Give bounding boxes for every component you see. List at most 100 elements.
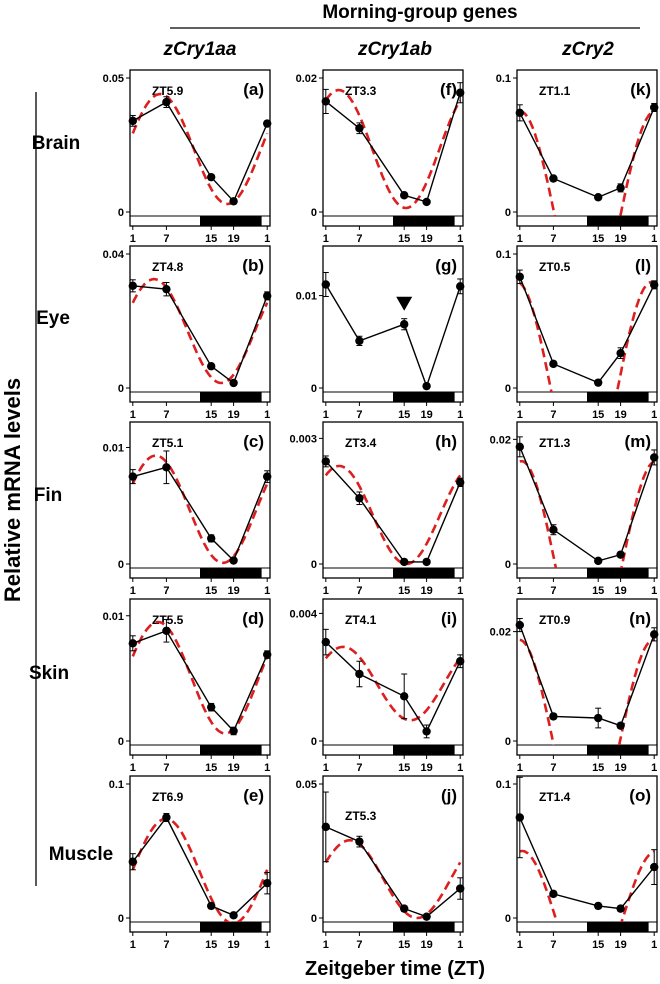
data-point	[263, 119, 272, 128]
data-point	[549, 889, 558, 899]
data-line	[132, 816, 268, 917]
y-tick-label: 0	[311, 913, 317, 925]
data-point	[207, 362, 216, 371]
x-tick-label: 19	[614, 939, 626, 951]
x-tick-label: 1	[130, 939, 136, 951]
cosinor-fit-curve	[131, 454, 269, 565]
dark-phase-bar	[393, 568, 455, 578]
panel-letter: (e)	[243, 786, 264, 805]
peak-time-label: ZT5.1	[152, 436, 184, 450]
cosinor-fit-curve	[131, 92, 269, 206]
x-tick-label: 15	[592, 233, 604, 245]
x-tick-label: 1	[130, 409, 136, 421]
data-point	[422, 557, 431, 567]
data-point	[162, 97, 171, 107]
panel-letter: (c)	[243, 432, 264, 451]
data-point	[400, 191, 409, 200]
data-point	[594, 193, 603, 202]
x-tick-label: 1	[517, 409, 523, 421]
x-tick-label: 1	[457, 939, 463, 951]
x-tick-label: 7	[356, 409, 362, 421]
y-tick-label: 0.003	[289, 433, 317, 445]
x-tick-label: 19	[227, 939, 239, 951]
panel-c: 1 7 15 19 1 0 0.01 (c) ZT5.1	[103, 421, 272, 597]
column-title-zcry1ab: zCry1ab	[357, 39, 432, 60]
x-tick-label: 7	[356, 762, 362, 774]
panel-i: 1 7 15 19 1 0 0.004 (i) ZT4.1	[289, 598, 465, 774]
y-tick-label: 0.01	[103, 611, 124, 623]
cosinor-fit-curve	[324, 645, 462, 722]
data-point	[400, 320, 409, 329]
data-point	[128, 857, 137, 866]
data-point	[263, 878, 272, 888]
cosinor-fit-curve	[324, 88, 462, 210]
cosinor-fit-curve	[519, 849, 655, 922]
x-tick-label: 1	[130, 585, 136, 597]
data-point	[549, 174, 558, 183]
x-tick-label: 15	[205, 762, 217, 774]
x-tick-label: 1	[457, 585, 463, 597]
x-tick-label: 1	[517, 585, 523, 597]
data-point	[422, 727, 431, 736]
data-point	[616, 721, 625, 730]
panel-letter: (i)	[441, 609, 457, 628]
panel-letter: (g)	[435, 256, 457, 275]
data-point	[263, 472, 272, 481]
panel-o: 1 7 15 19 1 0 0.1 (o) ZT1.4	[496, 775, 659, 951]
row-label-fin: Fin	[34, 485, 63, 506]
x-tick-label: 19	[227, 762, 239, 774]
x-tick-label: 15	[205, 939, 217, 951]
data-point	[422, 381, 431, 391]
data-point	[594, 378, 603, 387]
y-tick-label: 0	[311, 736, 317, 748]
data-line	[325, 460, 461, 563]
dark-phase-bar	[587, 922, 649, 932]
data-point	[229, 378, 238, 388]
data-point	[207, 172, 216, 182]
data-point	[207, 901, 216, 911]
data-point	[594, 901, 603, 911]
peak-time-label: ZT1.4	[539, 790, 571, 804]
x-tick-label: 1	[651, 409, 657, 421]
x-tick-label: 15	[205, 585, 217, 597]
figure-header: Morning-group genes	[322, 2, 517, 23]
x-tick-label: 19	[614, 762, 626, 774]
x-tick-label: 7	[356, 939, 362, 951]
cosinor-fit-curve	[324, 464, 462, 566]
x-tick-label: 7	[163, 585, 169, 597]
data-point	[650, 280, 659, 290]
x-tick-label: 1	[457, 409, 463, 421]
y-tick-label: 0.004	[289, 608, 317, 620]
dark-phase-bar	[393, 922, 455, 932]
panel-m: 1 7 15 19 1 0 0.02 (m) ZT1.3	[490, 421, 659, 597]
column-title-zcry1aa: zCry1aa	[163, 39, 237, 60]
data-point	[229, 911, 238, 920]
peak-time-label: ZT5.3	[345, 809, 377, 823]
data-point	[456, 88, 465, 97]
data-point	[355, 669, 364, 679]
data-point	[650, 630, 659, 639]
data-point	[650, 862, 659, 872]
panel-letter: (h)	[435, 432, 457, 451]
data-point	[229, 197, 238, 206]
peak-time-label: ZT3.4	[345, 436, 377, 450]
y-tick-label: 0	[118, 559, 124, 571]
dark-phase-bar	[393, 392, 455, 402]
panel-k: 1 7 15 19 1 0 0.1 (k) ZT1.1	[496, 69, 659, 245]
x-tick-label: 1	[130, 762, 136, 774]
cosinor-fit-curve	[519, 459, 655, 568]
data-point	[207, 534, 216, 543]
panel-letter: (m)	[625, 432, 651, 451]
x-tick-label: 1	[264, 762, 270, 774]
x-tick-label: 1	[651, 762, 657, 774]
x-tick-label: 7	[550, 409, 556, 421]
y-tick-label: 0.1	[496, 779, 511, 791]
y-tick-label: 0	[505, 736, 511, 748]
peak-time-label: ZT4.8	[152, 260, 184, 274]
x-tick-label: 15	[398, 762, 410, 774]
data-point	[400, 904, 409, 913]
panel-b: 1 7 15 19 1 0 0.04 (b) ZT4.8	[103, 245, 272, 421]
panel-letter: (j)	[441, 786, 457, 805]
data-point	[355, 124, 364, 133]
